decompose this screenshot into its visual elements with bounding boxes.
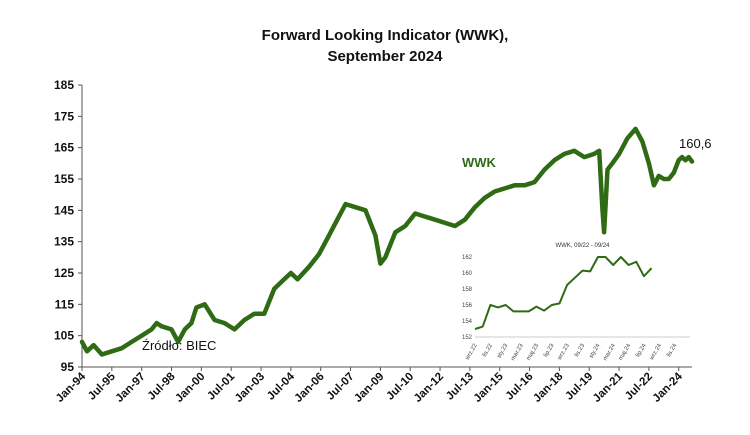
y-tick-label: 105 (54, 329, 74, 343)
x-tick-label: Jul-07 (325, 371, 357, 403)
last-value-label: 160,6 (679, 136, 712, 151)
inset-y-tick-label: 152 (462, 335, 473, 341)
x-tick-label: Jan-03 (233, 371, 267, 405)
y-tick-label: 155 (54, 172, 74, 186)
y-tick-label: 125 (54, 266, 74, 280)
inset-y-tick-label: 154 (462, 319, 473, 325)
inset-series-line (474, 256, 653, 330)
y-tick-label: 145 (54, 203, 74, 217)
x-tick-label: Jul-95 (86, 370, 118, 402)
x-tick-label: Jan-18 (531, 370, 566, 405)
x-tick-label: Jul-98 (146, 370, 178, 402)
x-tick-label: Jan-09 (352, 371, 386, 405)
x-tick-label: Jan-21 (591, 370, 626, 405)
x-tick-label: Jan-00 (173, 371, 207, 405)
x-tick-label: Jul-10 (384, 371, 416, 403)
inset-y-tick-label: 158 (462, 287, 473, 293)
y-tick-label: 95 (61, 360, 75, 374)
y-tick-label: 175 (54, 109, 74, 123)
x-tick-label: Jan-12 (412, 371, 446, 405)
source-label: Źródło: BIEC (142, 338, 216, 353)
inset-background (455, 236, 700, 361)
x-tick-label: Jan-15 (472, 370, 507, 405)
x-tick-label: Jan-97 (114, 371, 148, 405)
wwk-series-line (79, 126, 695, 357)
chart-title-line2: September 2024 (327, 48, 443, 65)
y-tick-label: 185 (54, 78, 74, 92)
x-tick-label: Jul-19 (563, 371, 595, 403)
x-tick-label: Jul-16 (504, 371, 536, 403)
inset-y-tick-label: 162 (462, 255, 473, 261)
series-label-wwk: WWK (462, 155, 497, 170)
y-tick-label: 135 (54, 235, 74, 249)
x-tick-label: Jul-22 (623, 371, 655, 403)
x-tick-label: Jan-94 (54, 370, 89, 405)
inset-y-tick-label: 156 (462, 303, 473, 309)
y-tick-label: 115 (55, 297, 75, 311)
inset-title: WWK, 09/22 - 09/24 (555, 243, 610, 249)
x-tick-label: Jan-06 (293, 371, 327, 405)
inset-chart: WWK, 09/22 - 09/24152154156158160162wrz.… (455, 236, 700, 362)
x-tick-label: Jul-13 (444, 371, 476, 403)
chart-title-line1: Forward Looking Indicator (WWK), (261, 27, 509, 44)
inset-y-tick-label: 160 (462, 271, 473, 277)
y-tick-label: 165 (54, 141, 74, 155)
x-tick-label: Jan-24 (651, 370, 686, 405)
